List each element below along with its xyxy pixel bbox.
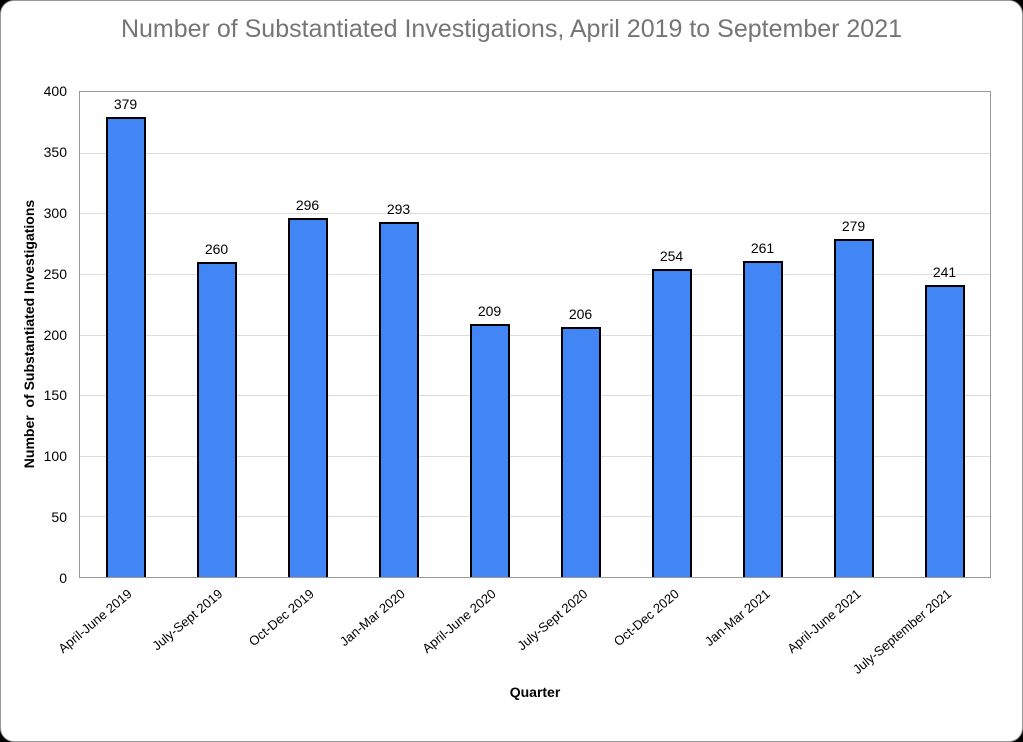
x-axis-tick-labels: April-June 2019 July-Sept 2019 Oct-Dec 201… xyxy=(55,580,991,690)
y-tick-label: 350 xyxy=(43,144,67,160)
gridline xyxy=(80,516,990,518)
bar-value-label: 209 xyxy=(477,303,502,319)
y-tick-label: 50 xyxy=(51,509,67,525)
bar-value-label: 261 xyxy=(750,240,775,256)
bar-value-label: 254 xyxy=(659,248,684,264)
bar-column: 260 xyxy=(171,92,262,577)
bar xyxy=(105,117,146,577)
y-tick-label: 150 xyxy=(43,387,67,403)
bar xyxy=(378,222,419,577)
bar-column: 293 xyxy=(353,92,444,577)
bar-column: 241 xyxy=(899,92,990,577)
gridline xyxy=(80,213,990,215)
bar xyxy=(651,269,692,577)
bar xyxy=(560,327,601,577)
bar xyxy=(833,239,874,577)
bar xyxy=(742,261,783,577)
x-tick-label: Oct-Dec 2020 xyxy=(610,586,682,650)
x-tick-label: July-Sept 2019 xyxy=(149,586,226,654)
bar-column: 279 xyxy=(808,92,899,577)
bar-column: 296 xyxy=(262,92,353,577)
y-tick-label: 0 xyxy=(59,570,67,586)
x-tick-label: July-September 2021 xyxy=(850,586,955,677)
bar xyxy=(469,324,510,577)
y-tick-label: 100 xyxy=(43,448,67,464)
gridline xyxy=(80,152,990,154)
gridline xyxy=(80,334,990,336)
bar-value-label: 260 xyxy=(204,241,229,257)
bar-value-label: 279 xyxy=(841,218,866,234)
y-axis-tick-labels: 0 50 100 150 200 250 300 350 400 xyxy=(1,83,67,586)
y-tick-label: 400 xyxy=(43,83,67,99)
x-tick-label: Jan-Mar 2021 xyxy=(701,586,773,650)
bar-column: 379 xyxy=(80,92,171,577)
bar-column: 209 xyxy=(444,92,535,577)
bar-value-label: 379 xyxy=(113,96,138,112)
chart-title: Number of Substantiated Investigations, … xyxy=(120,15,903,43)
bar-value-label: 293 xyxy=(386,201,411,217)
plot-area: 379 260 296 293 209 206 254 261 279 241 xyxy=(79,91,991,578)
y-tick-label: 200 xyxy=(43,327,67,343)
x-axis-title: Quarter xyxy=(509,684,561,700)
x-tick-label: Jan-Mar 2020 xyxy=(336,586,408,650)
x-tick-label: April-June 2019 xyxy=(55,586,135,657)
x-tick-label: July-Sept 2020 xyxy=(514,586,591,654)
gridline xyxy=(80,455,990,457)
bar xyxy=(924,285,965,577)
y-tick-label: 300 xyxy=(43,205,67,221)
gridline xyxy=(80,395,990,397)
bar-value-label: 296 xyxy=(295,197,320,213)
y-tick-label: 250 xyxy=(43,266,67,282)
bar-column: 261 xyxy=(717,92,808,577)
x-tick-label: April-June 2020 xyxy=(419,586,499,657)
bar-column: 206 xyxy=(535,92,626,577)
bar xyxy=(196,262,237,577)
bar-value-label: 241 xyxy=(932,264,957,280)
x-tick-label: April-June 2021 xyxy=(784,586,864,657)
bar xyxy=(287,218,328,577)
gridline xyxy=(80,273,990,275)
bar-series: 379 260 296 293 209 206 254 261 279 241 xyxy=(80,92,990,577)
bar-value-label: 206 xyxy=(568,306,593,322)
x-tick-label: Oct-Dec 2019 xyxy=(245,586,317,650)
bar-column: 254 xyxy=(626,92,717,577)
